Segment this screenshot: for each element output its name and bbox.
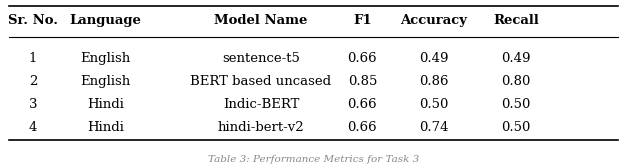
Text: 0.74: 0.74 [419,121,449,134]
Text: Table 3: Performance Metrics for Task 3: Table 3: Performance Metrics for Task 3 [208,155,419,164]
Text: 0.66: 0.66 [347,52,377,65]
Text: 1: 1 [29,52,37,65]
Text: hindi-bert-v2: hindi-bert-v2 [218,121,304,134]
Text: Indic-BERT: Indic-BERT [223,98,299,111]
Text: 3: 3 [29,98,37,111]
Text: 0.49: 0.49 [419,52,449,65]
Text: Model Name: Model Name [214,14,308,27]
Text: Recall: Recall [493,14,539,27]
Text: 0.86: 0.86 [419,75,449,88]
Text: English: English [81,52,131,65]
Text: Sr. No.: Sr. No. [8,14,58,27]
Text: Language: Language [69,14,141,27]
Text: 4: 4 [29,121,37,134]
Text: Accuracy: Accuracy [400,14,467,27]
Text: 0.66: 0.66 [347,98,377,111]
Text: English: English [81,75,131,88]
Text: 0.50: 0.50 [501,121,530,134]
Text: 0.49: 0.49 [501,52,531,65]
Text: 0.50: 0.50 [419,98,448,111]
Text: sentence-t5: sentence-t5 [222,52,300,65]
Text: 0.80: 0.80 [501,75,530,88]
Text: 0.50: 0.50 [501,98,530,111]
Text: 0.85: 0.85 [347,75,377,88]
Text: Hindi: Hindi [87,121,124,134]
Text: BERT based uncased: BERT based uncased [190,75,332,88]
Text: Hindi: Hindi [87,98,124,111]
Text: 0.66: 0.66 [347,121,377,134]
Text: 2: 2 [29,75,37,88]
Text: F1: F1 [353,14,372,27]
